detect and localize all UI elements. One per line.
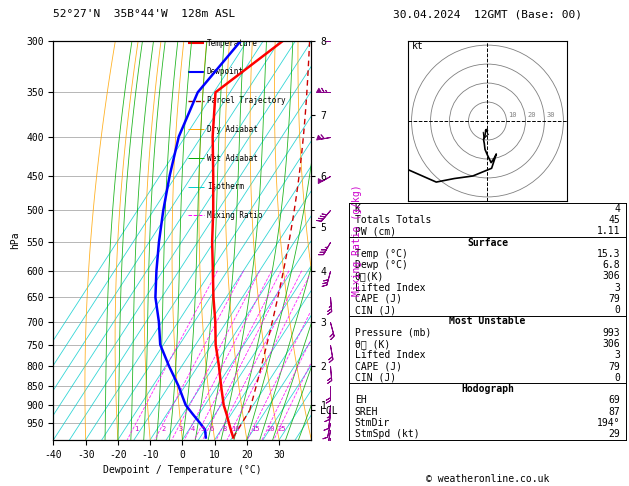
Text: kt: kt <box>411 41 423 51</box>
Text: 6.8: 6.8 <box>603 260 620 270</box>
Text: 20: 20 <box>527 112 536 118</box>
Text: PW (cm): PW (cm) <box>355 226 396 236</box>
Text: Temperature: Temperature <box>207 39 258 48</box>
Text: 4: 4 <box>615 204 620 214</box>
Text: Lifted Index: Lifted Index <box>355 283 425 293</box>
Text: 87: 87 <box>609 407 620 417</box>
Text: Totals Totals: Totals Totals <box>355 215 431 225</box>
Text: CIN (J): CIN (J) <box>355 305 396 315</box>
X-axis label: Dewpoint / Temperature (°C): Dewpoint / Temperature (°C) <box>103 465 262 475</box>
Text: 30.04.2024  12GMT (Base: 00): 30.04.2024 12GMT (Base: 00) <box>393 9 582 19</box>
Text: 15.3: 15.3 <box>597 249 620 259</box>
Text: © weatheronline.co.uk: © weatheronline.co.uk <box>426 473 549 484</box>
Text: Dewp (°C): Dewp (°C) <box>355 260 408 270</box>
Text: 15: 15 <box>252 426 260 433</box>
Text: 4: 4 <box>191 426 195 433</box>
Text: StmDir: StmDir <box>355 418 390 428</box>
Text: 3: 3 <box>179 426 182 433</box>
Text: Pressure (mb): Pressure (mb) <box>355 328 431 338</box>
Text: 30: 30 <box>547 112 555 118</box>
Text: 3: 3 <box>615 283 620 293</box>
Text: Mixing Ratio (g/kg): Mixing Ratio (g/kg) <box>352 185 362 296</box>
Text: EH: EH <box>355 396 366 405</box>
Text: 29: 29 <box>609 429 620 439</box>
Text: CAPE (J): CAPE (J) <box>355 362 402 372</box>
Text: 1: 1 <box>134 426 138 433</box>
Text: θᴇ(K): θᴇ(K) <box>355 271 384 281</box>
Text: 194°: 194° <box>597 418 620 428</box>
Text: Parcel Trajectory: Parcel Trajectory <box>207 96 286 105</box>
Text: StmSpd (kt): StmSpd (kt) <box>355 429 420 439</box>
Text: Isotherm: Isotherm <box>207 182 244 191</box>
Text: 69: 69 <box>609 396 620 405</box>
Text: 25: 25 <box>278 426 286 433</box>
Text: Hodograph: Hodograph <box>461 384 514 394</box>
Text: 6: 6 <box>209 426 213 433</box>
Text: 79: 79 <box>609 294 620 304</box>
Text: 306: 306 <box>603 339 620 349</box>
Text: Wet Adiabat: Wet Adiabat <box>207 154 258 163</box>
Text: θᴇ (K): θᴇ (K) <box>355 339 390 349</box>
Text: CAPE (J): CAPE (J) <box>355 294 402 304</box>
Text: Mixing Ratio: Mixing Ratio <box>207 211 262 220</box>
Text: 79: 79 <box>609 362 620 372</box>
Y-axis label: km
ASL: km ASL <box>354 230 372 251</box>
Text: 10: 10 <box>231 426 240 433</box>
Text: SREH: SREH <box>355 407 378 417</box>
Text: 3: 3 <box>615 350 620 360</box>
Text: 1.11: 1.11 <box>597 226 620 236</box>
Text: Surface: Surface <box>467 238 508 247</box>
Text: 20: 20 <box>266 426 275 433</box>
Text: 993: 993 <box>603 328 620 338</box>
Y-axis label: hPa: hPa <box>11 232 21 249</box>
Text: Lifted Index: Lifted Index <box>355 350 425 360</box>
Text: 306: 306 <box>603 271 620 281</box>
Text: 8: 8 <box>223 426 227 433</box>
Text: 5: 5 <box>201 426 205 433</box>
Text: 45: 45 <box>609 215 620 225</box>
Text: K: K <box>355 204 360 214</box>
Text: CIN (J): CIN (J) <box>355 373 396 383</box>
Text: Dewpoint: Dewpoint <box>207 68 244 76</box>
Text: 2: 2 <box>162 426 166 433</box>
Text: 52°27'N  35B°44'W  128m ASL: 52°27'N 35B°44'W 128m ASL <box>53 9 236 19</box>
Text: Most Unstable: Most Unstable <box>449 316 526 327</box>
Text: Dry Adiabat: Dry Adiabat <box>207 125 258 134</box>
Text: Temp (°C): Temp (°C) <box>355 249 408 259</box>
Text: 0: 0 <box>615 305 620 315</box>
Text: 0: 0 <box>615 373 620 383</box>
Text: 10: 10 <box>508 112 517 118</box>
